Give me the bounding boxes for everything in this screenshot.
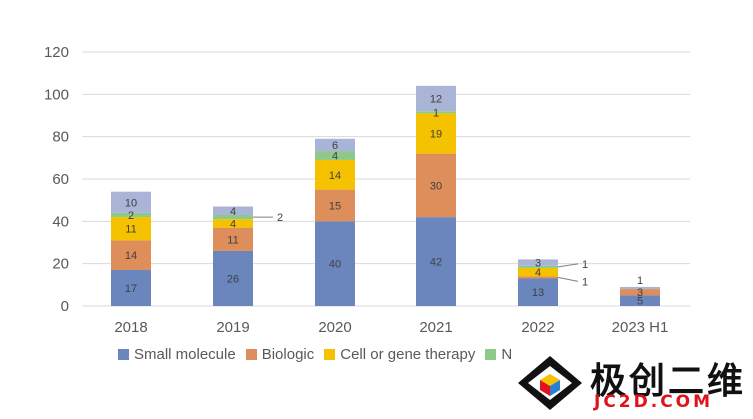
segment-label: 40 [329,259,341,271]
segment-label: 4 [535,267,541,279]
segment-label: 4 [230,218,236,230]
segment-label: 13 [532,287,544,299]
bar-segment [213,227,253,251]
segment-label: 6 [332,140,338,152]
segment-label: 14 [329,170,341,182]
bar-segment [518,276,558,279]
segment-label: 3 [637,287,643,299]
bar-segment [518,267,558,277]
bar-segment [416,111,456,114]
legend-label: Small molecule [134,346,236,363]
x-tick-label: 2018 [114,319,147,336]
segment-label: 1 [433,107,439,119]
segment-label: 14 [125,250,137,262]
legend-label: N [501,346,513,363]
bar-segment [416,217,456,306]
segment-label: 5 [637,296,643,308]
bar-segment [416,85,456,112]
y-tick-label: 0 [61,298,69,315]
y-tick-label: 20 [52,256,69,273]
bar-segment [620,286,660,290]
bar-segment [111,191,151,213]
callout-label: 1 [582,276,588,288]
x-tick-label: 2019 [216,319,249,336]
bar-segment [315,221,355,306]
bar-segment [416,153,456,218]
bar-segment [111,270,151,306]
segment-label: 15 [329,200,341,212]
cube-logo-icon [518,356,582,410]
x-axis-ticks: 2018 2019 2020 2021 2022 2023 H1 [114,319,668,336]
legend-swatch [485,349,497,360]
legend-swatch [324,349,336,360]
bar-segment [620,295,660,306]
segment-label: 11 [227,234,238,246]
segment-label: 19 [430,128,442,140]
callout-label: 1 [582,259,588,271]
segment-label: 30 [430,180,442,192]
callout-label: 1 [637,275,643,287]
y-tick-label: 100 [44,86,69,103]
legend-swatch [245,349,257,360]
segment-label: 3 [535,258,541,270]
y-tick-label: 60 [52,171,69,188]
segment-label: 4 [230,206,236,218]
y-tick-label: 40 [52,213,69,230]
legend-label: Biologic [261,346,315,363]
watermark-url: JC2D.COM [594,392,714,412]
watermark: 极创二维 JC2D.COM [510,352,753,414]
bar-segment [213,219,253,228]
callout-label: 2 [277,212,283,224]
x-tick-label: 2023 H1 [612,319,669,336]
bars [111,85,660,306]
legend: Small molecule Biologic Cell or gene thera… [118,346,522,363]
segment-label: 42 [430,257,442,269]
segment-label: 12 [430,94,442,106]
x-tick-label: 2022 [521,319,554,336]
bar-segment [111,212,151,218]
legend-swatch [118,349,129,360]
segment-label: 11 [125,224,136,236]
bar-segment [518,265,558,268]
legend-item: Cell or gene therapy [324,346,475,363]
segment-label: 4 [332,151,338,163]
bar-segment [416,113,456,154]
x-tick-label: 2020 [318,319,351,336]
gridlines [82,51,690,307]
bar-segment [518,259,558,266]
bar-segment [620,289,660,296]
bar-segment [315,189,355,222]
legend-label: Cell or gene therapy [340,346,476,363]
segment-label: 10 [125,197,137,209]
callout-line [557,276,579,282]
watermark-text: 极创二维 [590,361,747,402]
bar-segment [213,250,253,306]
segment-label: 26 [227,273,239,285]
segment-label: 2 [128,210,134,222]
bar-segment [111,217,151,241]
x-tick-label: 2021 [419,319,452,336]
y-tick-label: 120 [44,44,69,61]
bar-segment [518,278,558,306]
legend-item: Small molecule [118,346,236,363]
bar-segment [315,159,355,190]
callouts: 2 1 1 1 [253,212,643,288]
bar-segment [315,138,355,152]
y-axis-ticks: 0 20 40 60 80 100 120 [44,44,69,315]
legend-item: Biologic [245,346,315,363]
legend-item: N [485,346,512,363]
callout-line [557,263,579,268]
y-tick-label: 80 [52,129,69,146]
bar-segment [213,206,253,215]
bar-segment [315,151,355,160]
bar-segment [213,214,253,220]
bar-segment [111,240,151,271]
segment-label: 17 [125,283,137,295]
